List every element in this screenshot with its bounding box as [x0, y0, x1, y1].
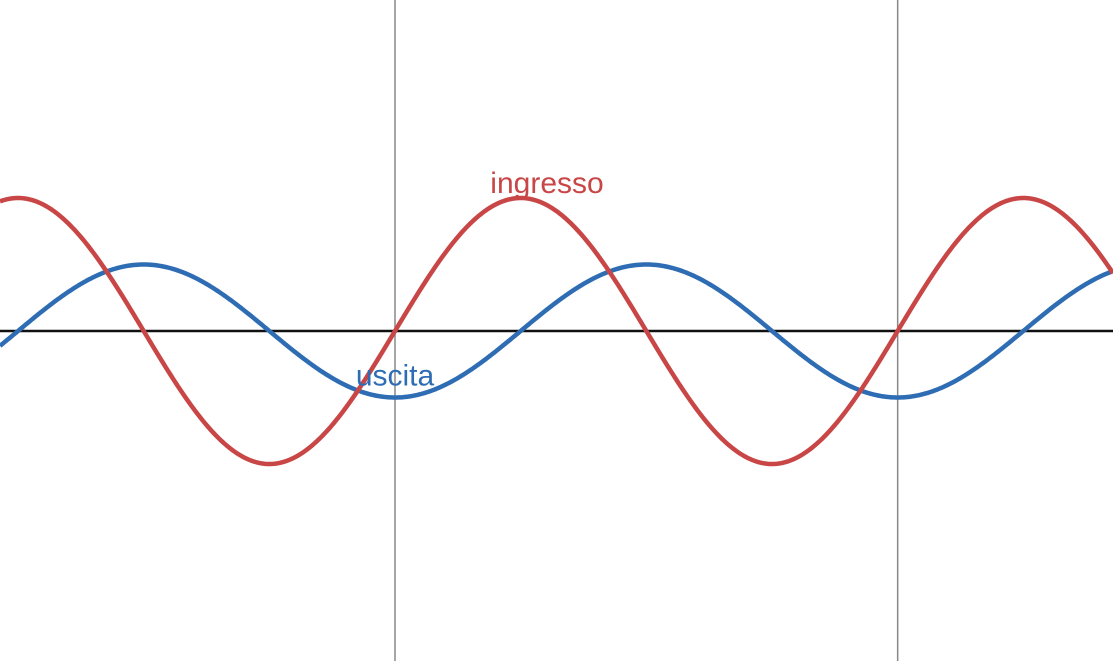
series-labels: ingresso uscita: [356, 167, 604, 392]
series-line-uscita: [0, 262, 1113, 400]
series-curves: [0, 195, 1113, 467]
series-label-ingresso: ingresso: [490, 167, 603, 200]
series-line-ingresso: [0, 195, 1113, 467]
series-label-uscita: uscita: [356, 360, 435, 393]
